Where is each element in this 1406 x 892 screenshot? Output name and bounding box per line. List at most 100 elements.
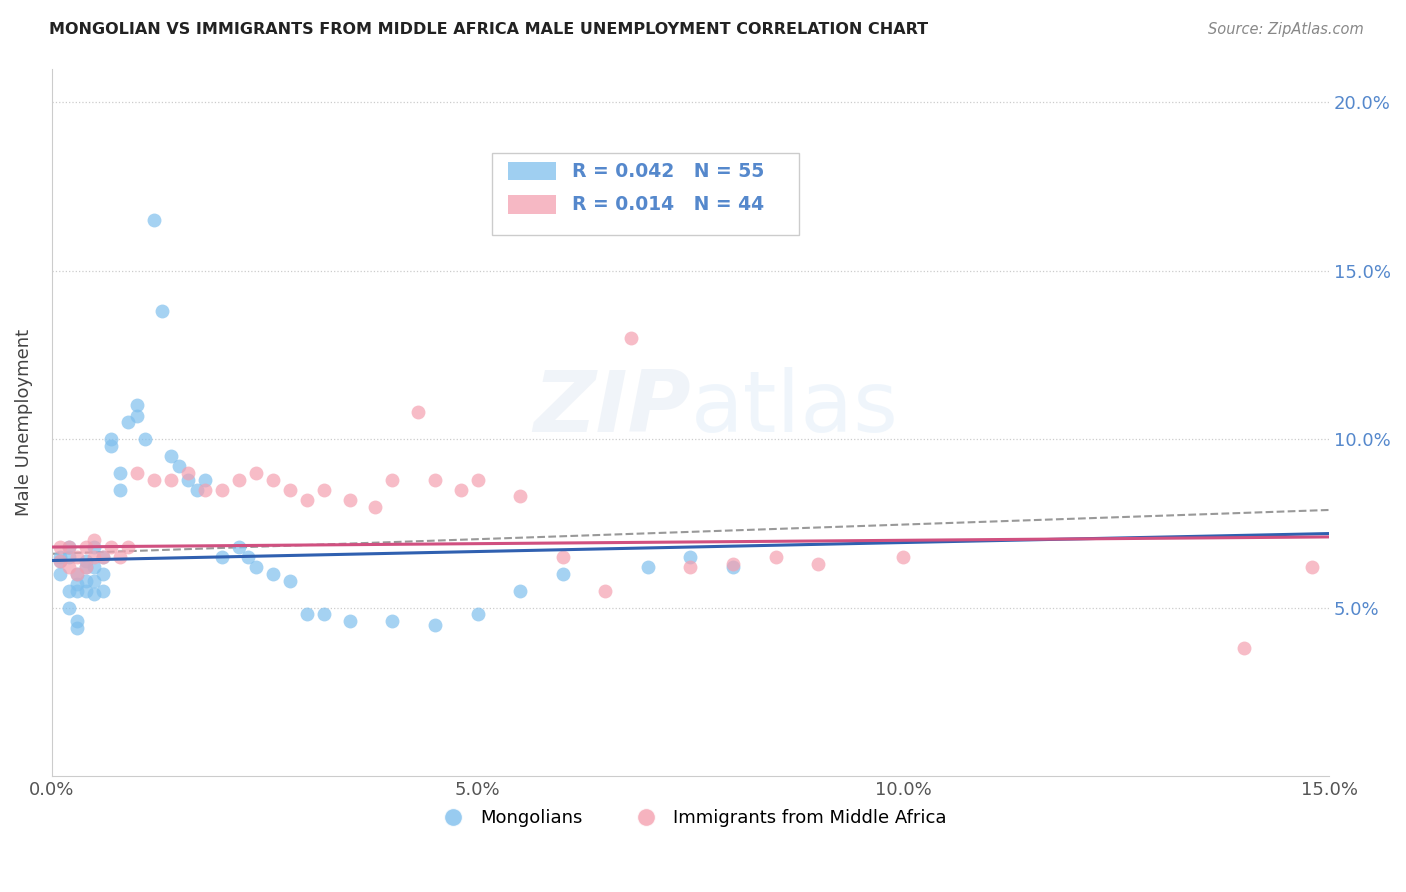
- Point: [245, 466, 267, 480]
- Point: [83, 587, 105, 601]
- Point: [142, 473, 165, 487]
- Point: [262, 566, 284, 581]
- Point: [423, 473, 446, 487]
- Point: [66, 550, 89, 565]
- Point: [160, 473, 183, 487]
- Point: [83, 560, 105, 574]
- Point: [49, 553, 72, 567]
- Point: [807, 557, 830, 571]
- Point: [169, 459, 191, 474]
- Point: [406, 405, 429, 419]
- Point: [66, 566, 89, 581]
- Point: [297, 607, 319, 622]
- Point: [100, 540, 122, 554]
- Point: [66, 583, 89, 598]
- Point: [595, 583, 617, 598]
- Point: [117, 540, 139, 554]
- Point: [467, 473, 489, 487]
- Point: [297, 492, 319, 507]
- Point: [75, 560, 97, 574]
- Point: [108, 466, 131, 480]
- Point: [314, 607, 336, 622]
- Point: [49, 553, 72, 567]
- Point: [83, 574, 105, 588]
- Point: [721, 557, 744, 571]
- Point: [91, 550, 114, 565]
- Point: [194, 473, 217, 487]
- Point: [364, 500, 387, 514]
- Point: [100, 439, 122, 453]
- Point: [58, 550, 80, 565]
- Point: [58, 540, 80, 554]
- Point: [75, 540, 97, 554]
- Point: [228, 540, 250, 554]
- Point: [134, 432, 156, 446]
- Point: [679, 560, 702, 574]
- Point: [83, 533, 105, 548]
- Point: [58, 540, 80, 554]
- Point: [339, 614, 361, 628]
- Point: [891, 550, 914, 565]
- Point: [58, 583, 80, 598]
- Point: [117, 415, 139, 429]
- Point: [83, 550, 105, 565]
- Point: [450, 483, 472, 497]
- Point: [91, 550, 114, 565]
- Point: [75, 560, 97, 574]
- Point: [66, 566, 89, 581]
- Point: [381, 614, 404, 628]
- Text: R = 0.042   N = 55: R = 0.042 N = 55: [572, 161, 763, 181]
- Point: [211, 550, 233, 565]
- Point: [91, 566, 114, 581]
- Y-axis label: Male Unemployment: Male Unemployment: [15, 329, 32, 516]
- Point: [58, 600, 80, 615]
- Point: [160, 449, 183, 463]
- Text: Source: ZipAtlas.com: Source: ZipAtlas.com: [1208, 22, 1364, 37]
- Point: [1301, 560, 1323, 574]
- Point: [721, 560, 744, 574]
- Point: [177, 466, 200, 480]
- Point: [211, 483, 233, 497]
- Point: [278, 574, 301, 588]
- Point: [509, 583, 531, 598]
- Point: [125, 399, 148, 413]
- Text: R = 0.014   N = 44: R = 0.014 N = 44: [572, 194, 763, 214]
- Text: MONGOLIAN VS IMMIGRANTS FROM MIDDLE AFRICA MALE UNEMPLOYMENT CORRELATION CHART: MONGOLIAN VS IMMIGRANTS FROM MIDDLE AFRI…: [49, 22, 928, 37]
- Point: [177, 473, 200, 487]
- Point: [49, 566, 72, 581]
- Point: [108, 550, 131, 565]
- Point: [49, 550, 72, 565]
- Point: [245, 560, 267, 574]
- Point: [125, 409, 148, 423]
- Point: [620, 331, 643, 345]
- Point: [637, 560, 659, 574]
- Text: ZIP: ZIP: [533, 367, 690, 450]
- Point: [1233, 641, 1256, 656]
- FancyBboxPatch shape: [492, 153, 799, 235]
- Point: [186, 483, 208, 497]
- Point: [194, 483, 217, 497]
- Point: [75, 574, 97, 588]
- Point: [66, 577, 89, 591]
- Point: [142, 213, 165, 227]
- Point: [236, 550, 259, 565]
- Point: [152, 304, 174, 318]
- Point: [49, 540, 72, 554]
- Point: [58, 560, 80, 574]
- Legend: Mongolians, Immigrants from Middle Africa: Mongolians, Immigrants from Middle Afric…: [427, 802, 953, 834]
- Point: [66, 621, 89, 635]
- Point: [91, 583, 114, 598]
- Point: [75, 583, 97, 598]
- Point: [100, 432, 122, 446]
- Point: [314, 483, 336, 497]
- Point: [339, 492, 361, 507]
- Point: [381, 473, 404, 487]
- Point: [125, 466, 148, 480]
- Point: [423, 617, 446, 632]
- Point: [551, 550, 574, 565]
- Point: [765, 550, 787, 565]
- Point: [108, 483, 131, 497]
- Bar: [508, 162, 557, 180]
- Point: [66, 614, 89, 628]
- Text: atlas: atlas: [690, 367, 898, 450]
